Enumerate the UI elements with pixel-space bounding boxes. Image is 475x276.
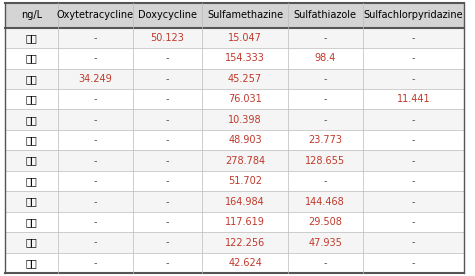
- Text: 128.655: 128.655: [305, 156, 345, 166]
- Text: 98.4: 98.4: [314, 53, 336, 63]
- Bar: [5, 68, 464, 89]
- Text: 50.123: 50.123: [151, 33, 184, 43]
- Text: Oxytetracycline: Oxytetracycline: [57, 10, 134, 20]
- Text: -: -: [166, 74, 170, 84]
- Text: 경산: 경산: [26, 115, 37, 125]
- Text: 42.624: 42.624: [228, 258, 262, 268]
- Text: -: -: [94, 238, 97, 248]
- Text: 밀양: 밀양: [26, 53, 37, 63]
- Text: -: -: [166, 135, 170, 145]
- Text: 10.398: 10.398: [228, 115, 262, 125]
- Text: 안동: 안동: [26, 156, 37, 166]
- Text: -: -: [94, 217, 97, 227]
- Bar: [5, 48, 464, 68]
- Text: -: -: [166, 238, 170, 248]
- Text: Sulfachlorpyridazine: Sulfachlorpyridazine: [363, 10, 463, 20]
- Text: 함안: 함안: [26, 217, 37, 227]
- Text: 117.619: 117.619: [225, 217, 265, 227]
- Text: ng/L: ng/L: [21, 10, 42, 20]
- Text: 함양: 함양: [26, 258, 37, 268]
- Text: -: -: [94, 115, 97, 125]
- Text: 47.935: 47.935: [308, 238, 342, 248]
- Text: -: -: [94, 33, 97, 43]
- Text: -: -: [411, 53, 415, 63]
- Text: 154.333: 154.333: [225, 53, 265, 63]
- Text: 122.256: 122.256: [225, 238, 265, 248]
- Text: -: -: [166, 53, 170, 63]
- Text: Doxycycline: Doxycycline: [138, 10, 197, 20]
- Text: 51.702: 51.702: [228, 176, 262, 186]
- Text: -: -: [94, 258, 97, 268]
- Text: -: -: [323, 115, 327, 125]
- Text: -: -: [166, 258, 170, 268]
- Text: 김해: 김해: [26, 33, 37, 43]
- Bar: [5, 171, 464, 191]
- Text: 15.047: 15.047: [228, 33, 262, 43]
- Text: -: -: [323, 258, 327, 268]
- Bar: [5, 3, 464, 28]
- Text: 영천: 영천: [26, 94, 37, 104]
- Text: -: -: [166, 94, 170, 104]
- Bar: [5, 191, 464, 212]
- Text: 48.903: 48.903: [228, 135, 262, 145]
- Text: -: -: [411, 115, 415, 125]
- Text: -: -: [323, 74, 327, 84]
- Text: 구미: 구미: [26, 135, 37, 145]
- Bar: [5, 212, 464, 232]
- Text: 상주: 상주: [26, 176, 37, 186]
- Text: -: -: [411, 238, 415, 248]
- Text: -: -: [411, 217, 415, 227]
- Text: -: -: [94, 176, 97, 186]
- Text: 144.468: 144.468: [305, 197, 345, 207]
- Text: -: -: [94, 94, 97, 104]
- Text: 278.784: 278.784: [225, 156, 265, 166]
- Text: 45.257: 45.257: [228, 74, 262, 84]
- Bar: [5, 28, 464, 48]
- Text: -: -: [166, 156, 170, 166]
- Text: 76.031: 76.031: [228, 94, 262, 104]
- Text: -: -: [411, 74, 415, 84]
- Text: 34.249: 34.249: [79, 74, 113, 84]
- Text: -: -: [411, 156, 415, 166]
- Text: 11.441: 11.441: [397, 94, 430, 104]
- Text: 의령: 의령: [26, 238, 37, 248]
- Text: -: -: [166, 217, 170, 227]
- Text: -: -: [166, 115, 170, 125]
- Text: -: -: [411, 135, 415, 145]
- Text: -: -: [323, 33, 327, 43]
- Text: 합천: 합천: [26, 197, 37, 207]
- Bar: [5, 110, 464, 130]
- Bar: [5, 150, 464, 171]
- Text: -: -: [411, 176, 415, 186]
- Text: -: -: [94, 197, 97, 207]
- Text: -: -: [166, 176, 170, 186]
- Text: -: -: [411, 258, 415, 268]
- Text: 23.773: 23.773: [308, 135, 342, 145]
- Text: -: -: [323, 176, 327, 186]
- Bar: [5, 130, 464, 150]
- Text: -: -: [94, 53, 97, 63]
- Text: 경주: 경주: [26, 74, 37, 84]
- Text: -: -: [411, 197, 415, 207]
- Bar: [5, 89, 464, 110]
- Text: 29.508: 29.508: [308, 217, 342, 227]
- Text: -: -: [94, 135, 97, 145]
- Text: Sulfathiazole: Sulfathiazole: [294, 10, 357, 20]
- Bar: [5, 253, 464, 273]
- Text: 164.984: 164.984: [225, 197, 265, 207]
- Text: -: -: [323, 94, 327, 104]
- Bar: [5, 232, 464, 253]
- Text: -: -: [94, 156, 97, 166]
- Text: -: -: [166, 197, 170, 207]
- Text: Sulfamethazine: Sulfamethazine: [207, 10, 283, 20]
- Text: -: -: [411, 33, 415, 43]
